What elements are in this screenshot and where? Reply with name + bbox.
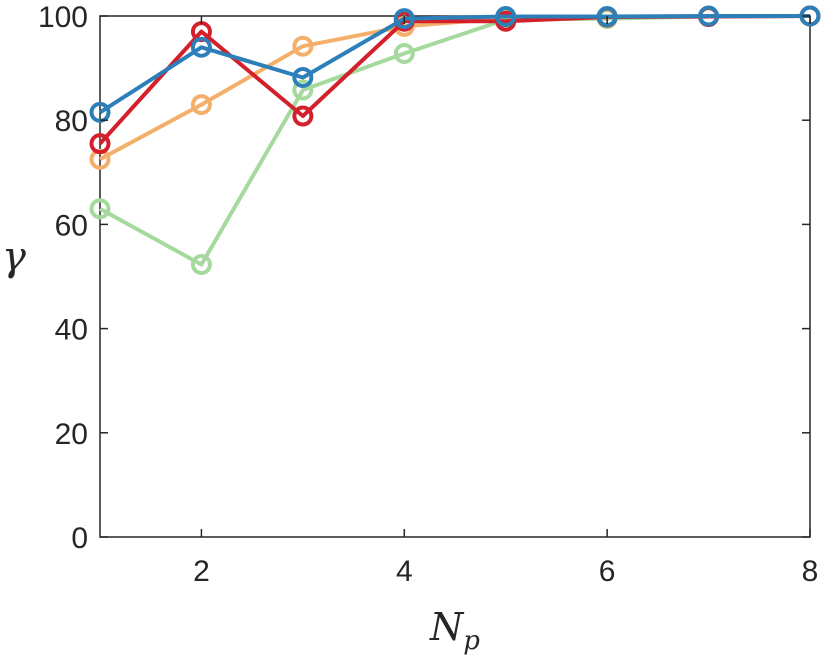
x-tick-label: 8 xyxy=(802,555,819,588)
data-point xyxy=(292,66,314,88)
y-tick-label: 0 xyxy=(71,522,88,555)
series-line xyxy=(98,14,810,115)
y-tick-label: 20 xyxy=(55,418,88,451)
data-point xyxy=(89,133,111,155)
x-axis-label: Np xyxy=(429,605,480,655)
labels-layer: Np γ xyxy=(2,234,480,655)
data-point xyxy=(596,6,618,28)
data-point xyxy=(292,35,314,57)
y-axis-label: γ xyxy=(2,234,26,280)
y-tick-label: 60 xyxy=(55,209,88,242)
series-4 xyxy=(89,5,821,123)
data-point xyxy=(292,79,314,101)
data-point xyxy=(698,5,720,27)
x-tick-label: 6 xyxy=(599,555,616,588)
x-axis-label-subscript: p xyxy=(463,626,480,655)
plot-frame xyxy=(99,15,811,538)
y-tick-label: 40 xyxy=(55,314,88,347)
data-point xyxy=(190,94,212,116)
x-axis-label-main: N xyxy=(429,605,465,649)
x-tick-label: 4 xyxy=(396,555,413,588)
data-point xyxy=(292,105,314,127)
x-tick-label: 2 xyxy=(193,555,210,588)
data-point xyxy=(393,43,415,65)
data-point xyxy=(799,5,821,27)
data-point xyxy=(393,8,415,30)
data-point xyxy=(190,36,212,58)
data-point xyxy=(89,198,111,220)
series-layer xyxy=(89,5,821,276)
plot-area xyxy=(99,15,811,538)
data-point xyxy=(190,254,212,276)
y-tick-label: 80 xyxy=(55,105,88,138)
data-point xyxy=(495,6,517,28)
y-tick-label: 100 xyxy=(38,1,88,34)
